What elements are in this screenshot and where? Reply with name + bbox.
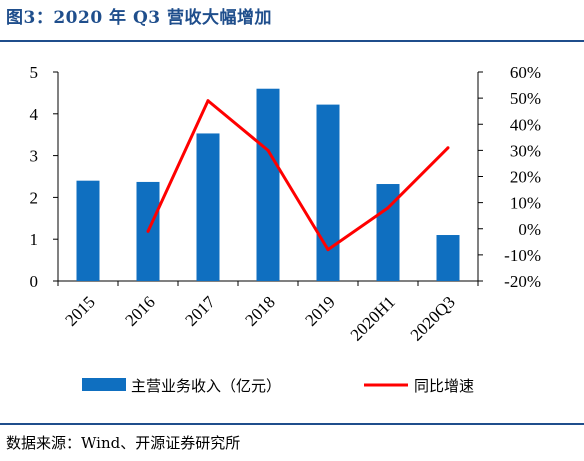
y-right-tick-label: 60% bbox=[510, 63, 541, 82]
y-right-tick-label: -10% bbox=[504, 246, 541, 265]
revenue-bar bbox=[316, 104, 340, 281]
source-note: 数据来源：Wind、开源证券研究所 bbox=[6, 434, 241, 452]
y-right-tick-label: -20% bbox=[504, 272, 541, 291]
revenue-chart: 0 1 2 3 4 5 -20% -10% 0% 10% 20% 30% 40% 50% 60% 2015 20… bbox=[30, 63, 542, 395]
revenue-bar bbox=[256, 88, 280, 281]
x-category-label: 2020Q3 bbox=[407, 292, 459, 344]
y-left-tick-label: 2 bbox=[30, 188, 39, 207]
y-right-tick-label: 0% bbox=[518, 220, 541, 239]
revenue-bar bbox=[196, 133, 220, 281]
growth-rate-point bbox=[326, 248, 330, 252]
y-right-tick-label: 50% bbox=[510, 89, 541, 108]
growth-rate-point bbox=[146, 229, 150, 233]
x-category-label: 2019 bbox=[301, 292, 338, 329]
growth-rate-point bbox=[266, 148, 270, 152]
x-category-label: 2018 bbox=[241, 292, 278, 329]
source-rule bbox=[0, 423, 584, 425]
revenue-bar bbox=[376, 184, 400, 281]
y-left-tick-label: 3 bbox=[30, 147, 39, 166]
revenue-bar bbox=[76, 180, 100, 281]
growth-rate-point bbox=[446, 146, 450, 150]
x-category-label: 2020H1 bbox=[347, 292, 399, 344]
growth-rate-point bbox=[206, 99, 210, 103]
legend-label-growth: 同比增速 bbox=[414, 377, 474, 395]
y-right-tick-label: 10% bbox=[510, 194, 541, 213]
y-left-tick-label: 5 bbox=[30, 63, 39, 82]
y-right-tick-label: 40% bbox=[510, 115, 541, 134]
title-rule bbox=[0, 40, 584, 42]
y-right-tick-label: 30% bbox=[510, 141, 541, 160]
chart-legend: 主营业务收入（亿元） 同比增速 bbox=[82, 377, 474, 395]
y-right-tick-label: 20% bbox=[510, 168, 541, 187]
y-left-tick-label: 4 bbox=[30, 105, 39, 124]
plot-area: 0 1 2 3 4 5 -20% -10% 0% 10% 20% 30% 40% 50% 60% 2015 20… bbox=[30, 63, 542, 345]
x-category-label: 2016 bbox=[121, 292, 158, 329]
y-left-tick-label: 0 bbox=[30, 272, 39, 291]
revenue-bar bbox=[436, 235, 460, 281]
x-category-label: 2015 bbox=[61, 292, 98, 329]
y-left-tick-label: 1 bbox=[30, 230, 39, 249]
growth-rate-point bbox=[386, 206, 390, 210]
figure-title: 图3：2020 年 Q3 营收大幅增加 bbox=[6, 8, 273, 28]
legend-swatch-revenue bbox=[82, 378, 126, 391]
x-category-label: 2017 bbox=[181, 292, 219, 330]
growth-rate-line bbox=[146, 99, 450, 252]
legend-label-revenue: 主营业务收入（亿元） bbox=[131, 377, 281, 395]
